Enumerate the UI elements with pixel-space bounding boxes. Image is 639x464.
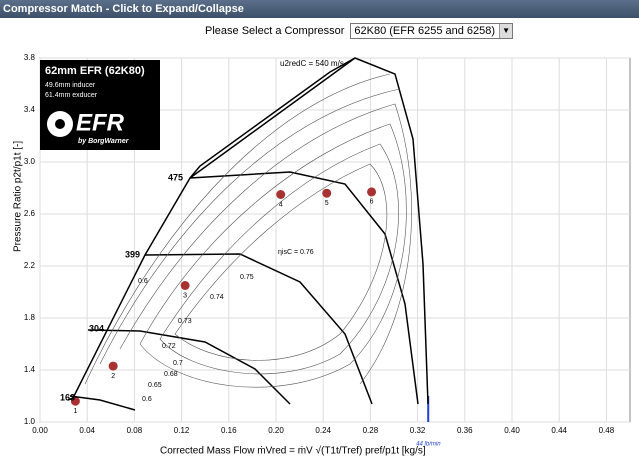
efficiency-label: 0.6	[142, 396, 152, 403]
selector: Please Select a Compressor 62K80 (EFR 62…	[205, 23, 514, 39]
point-label: 2	[111, 373, 115, 380]
y-tick-label: 1.4	[24, 365, 36, 374]
efficiency-label: 0.75	[240, 274, 254, 281]
dropdown-value: 62K80 (EFR 6255 and 6258)	[354, 25, 496, 37]
x-tick-label: 0.04	[79, 426, 95, 435]
header[interactable]: Compressor Match - Click to Expand/Colla…	[0, 0, 639, 18]
efficiency-label: 0.7	[173, 360, 183, 367]
info-line: 61.4mm exducer	[45, 92, 98, 99]
point-label: 1	[73, 408, 77, 415]
x-tick-label: 0.16	[221, 426, 237, 435]
x-axis-label: Corrected Mass Flow ṁVred = ṁV √(T1t/Tre…	[160, 445, 426, 457]
logo-sub: by BorgWarner	[78, 138, 130, 145]
x-tick-label: 0.24	[315, 426, 331, 435]
y-tick-label: 3.4	[24, 105, 36, 114]
x-tick-label: 0.32	[410, 426, 426, 435]
speed-label: u2redC = 540 m/s	[280, 59, 344, 68]
x-tick-label: 0.48	[599, 426, 615, 435]
y-tick-label: 3.0	[24, 157, 36, 166]
operating-point	[276, 190, 286, 199]
x-tick-label: 0.44	[551, 426, 567, 435]
dropdown-arrow[interactable]: ▼	[499, 24, 513, 38]
x-tick-label: 0.00	[32, 426, 48, 435]
info-line: 49.6mm inducer	[45, 82, 96, 89]
dropdown[interactable]: 62K80 (EFR 6255 and 6258) ▼	[350, 23, 514, 39]
efficiency-label: 0.65	[148, 382, 162, 389]
x-tick-label: 0.40	[504, 426, 520, 435]
speed-label: 304	[89, 323, 104, 333]
y-tick-label: 2.6	[24, 209, 36, 218]
info-box: 62mm EFR (62K80) 49.6mm inducer 61.4mm e…	[40, 60, 160, 150]
point-label: 5	[325, 200, 329, 207]
info-title: 62mm EFR (62K80)	[45, 65, 145, 77]
speed-label: 399	[125, 249, 140, 259]
choke-label: 44 lb/min	[416, 442, 441, 448]
x-tick-label: 0.12	[174, 426, 190, 435]
x-tick-label: 0.20	[268, 426, 284, 435]
efficiency-label: 0.73	[178, 318, 192, 325]
operating-point	[367, 187, 377, 197]
efficiency-label: 0.72	[162, 343, 176, 350]
efficiency-contours	[84, 73, 412, 388]
efficiency-label: ηisC = 0.76	[278, 249, 314, 256]
point-label: 3	[183, 292, 187, 299]
operating-point	[322, 188, 332, 198]
selector-label: Please Select a Compressor	[205, 25, 345, 37]
y-tick-label: 3.8	[24, 53, 36, 62]
y-tick-label: 1.0	[24, 417, 36, 426]
x-tick-label: 0.36	[457, 426, 473, 435]
y-tick-label: 2.2	[24, 261, 36, 270]
efficiency-label: 0.68	[164, 371, 178, 378]
speed-label: 163	[60, 392, 75, 402]
operating-point	[108, 361, 118, 371]
y-tick-label: 1.8	[24, 313, 36, 322]
x-tick-label: 0.08	[127, 426, 143, 435]
efficiency-label: 0.74	[210, 294, 224, 301]
logo: EFR	[76, 109, 125, 136]
efficiency-label: 0.6	[138, 278, 148, 285]
y-axis-label: Pressure Ratio p2t/p1t [-]	[13, 141, 24, 252]
x-tick-label: 0.28	[363, 426, 379, 435]
point-label: 6	[370, 199, 374, 206]
speed-lines	[67, 57, 429, 411]
speed-label: 475	[168, 172, 183, 182]
operating-point	[70, 396, 80, 406]
chart: 1.0 1.4 1.8 2.2 2.6 3.0 3.4 3.8 0.00 0.04 0.08 0.12…	[13, 53, 631, 457]
point-label: 4	[279, 201, 283, 208]
operating-point	[180, 281, 190, 290]
